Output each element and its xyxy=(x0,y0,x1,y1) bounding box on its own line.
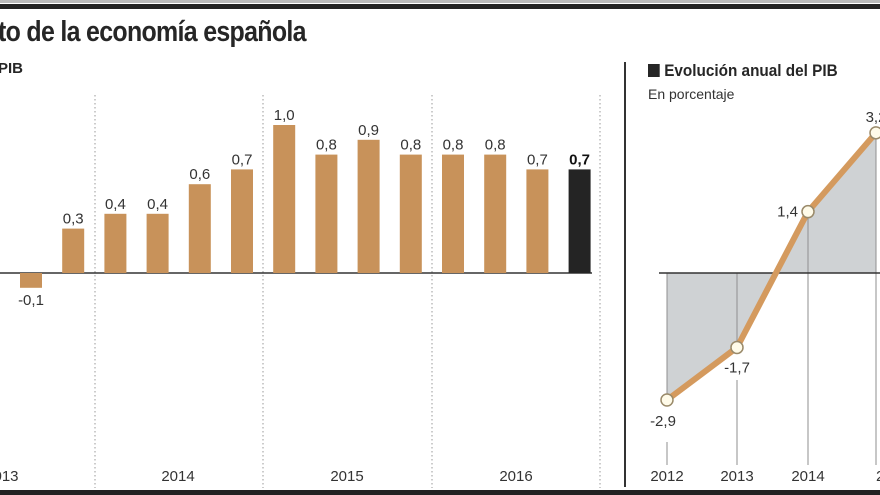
x-label-2: 2014 xyxy=(791,468,824,485)
bar-2 xyxy=(104,213,127,273)
bar-label-1: 0,3 xyxy=(63,211,84,228)
bar-label-11: 0,8 xyxy=(485,137,506,154)
x-label-3: 20 xyxy=(876,468,880,485)
year-label-3: 2016 xyxy=(499,468,532,485)
line-chart-title: Evolución anual del PIB xyxy=(648,61,838,81)
area-fill xyxy=(667,132,876,401)
legend-square-icon xyxy=(648,64,660,77)
bar-label-0: -0,1 xyxy=(18,292,44,309)
bar-label-8: 0,9 xyxy=(358,122,379,139)
bar-11 xyxy=(484,154,507,273)
point-marker-0 xyxy=(660,393,674,407)
line-chart-title-text: Evolución anual del PIB xyxy=(664,61,838,80)
bar-13 xyxy=(568,169,591,273)
year-label-0: 013 xyxy=(0,468,19,485)
bar-4 xyxy=(188,184,211,273)
top-rule xyxy=(0,0,880,10)
bar-label-4: 0,6 xyxy=(189,166,210,183)
bar-6 xyxy=(273,125,296,273)
point-label-3: 3,2 xyxy=(866,109,880,126)
bar-label-10: 0,8 xyxy=(443,137,464,154)
page-title: to de la economía española xyxy=(0,16,307,48)
point-label-1: -1,7 xyxy=(724,359,750,376)
bar-label-6: 1,0 xyxy=(274,107,295,124)
bar-chart-title: PIB xyxy=(0,60,24,77)
series-line xyxy=(665,130,879,403)
bar-label-9: 0,8 xyxy=(400,137,421,154)
point-label-0: -2,9 xyxy=(650,413,676,430)
x-label-1: 2013 xyxy=(720,468,753,485)
point-marker-2 xyxy=(801,204,815,219)
bar-9 xyxy=(399,154,422,273)
bar-10 xyxy=(442,154,464,273)
point-marker-3 xyxy=(869,126,880,140)
bar-5 xyxy=(231,169,253,273)
bar-label-12: 0,7 xyxy=(527,151,548,168)
x-label-0: 2012 xyxy=(650,468,683,485)
bar-label-13: 0,7 xyxy=(569,151,590,168)
bar-3 xyxy=(146,213,169,273)
bottom-rule xyxy=(0,490,880,495)
bar-label-5: 0,7 xyxy=(232,151,253,168)
bar-7 xyxy=(315,154,338,273)
bar-0 xyxy=(20,273,42,288)
bar-label-7: 0,8 xyxy=(316,137,337,154)
bar-12 xyxy=(526,169,549,273)
year-label-1: 2014 xyxy=(161,468,194,485)
bar-8 xyxy=(357,139,380,273)
line-chart-subtitle: En porcentaje xyxy=(648,86,735,102)
panel-divider xyxy=(624,62,626,487)
bar-label-2: 0,4 xyxy=(105,196,126,213)
year-label-2: 2015 xyxy=(330,468,363,485)
point-label-2: 1,4 xyxy=(777,204,798,221)
bar-1 xyxy=(62,228,85,273)
bar-label-3: 0,4 xyxy=(147,196,168,213)
point-marker-1 xyxy=(730,340,744,355)
